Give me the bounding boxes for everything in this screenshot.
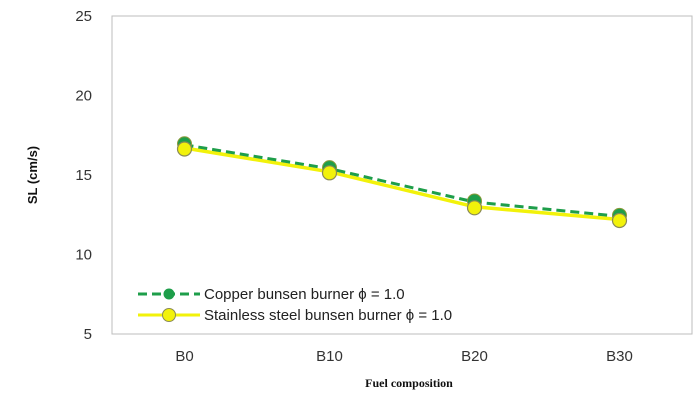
y-tick-label: 5 bbox=[84, 326, 92, 343]
x-tick-label: B30 bbox=[606, 348, 633, 365]
y-tick-label: 15 bbox=[75, 167, 92, 184]
y-axis-ticks: 5 10 15 20 25 bbox=[75, 8, 92, 343]
legend-marker bbox=[163, 288, 175, 300]
y-tick-label: 10 bbox=[75, 247, 92, 264]
y-tick-label: 20 bbox=[75, 88, 92, 105]
data-point-stainless bbox=[176, 141, 193, 157]
series-line-copper bbox=[184, 143, 620, 218]
legend-label: Copper bunsen burner ϕ = 1.0 bbox=[204, 286, 405, 303]
legend: Copper bunsen burner ϕ = 1.0 Stainless st… bbox=[138, 286, 452, 324]
data-point-stainless bbox=[321, 165, 338, 181]
y-tick-label: 25 bbox=[75, 8, 92, 25]
x-tick-label: B20 bbox=[461, 348, 488, 365]
plot-area-frame bbox=[111, 15, 693, 335]
x-axis-label: Fuel composition bbox=[365, 376, 453, 390]
legend-label: Stainless steel bunsen burner ϕ = 1.0 bbox=[204, 307, 452, 324]
data-point-stainless bbox=[611, 212, 628, 229]
x-tick-label: B0 bbox=[175, 348, 193, 365]
data-point-stainless bbox=[466, 200, 483, 216]
x-tick-label: B10 bbox=[316, 348, 343, 365]
series-line-stainless bbox=[184, 146, 620, 222]
y-axis-label: SL (cm/s) bbox=[25, 146, 40, 204]
legend-marker bbox=[162, 308, 176, 322]
x-axis-ticks: B0 B10 B20 B30 bbox=[175, 348, 633, 365]
series-layer bbox=[176, 136, 628, 229]
